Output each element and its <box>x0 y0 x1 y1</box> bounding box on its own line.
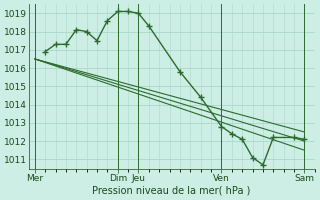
X-axis label: Pression niveau de la mer( hPa ): Pression niveau de la mer( hPa ) <box>92 186 251 196</box>
